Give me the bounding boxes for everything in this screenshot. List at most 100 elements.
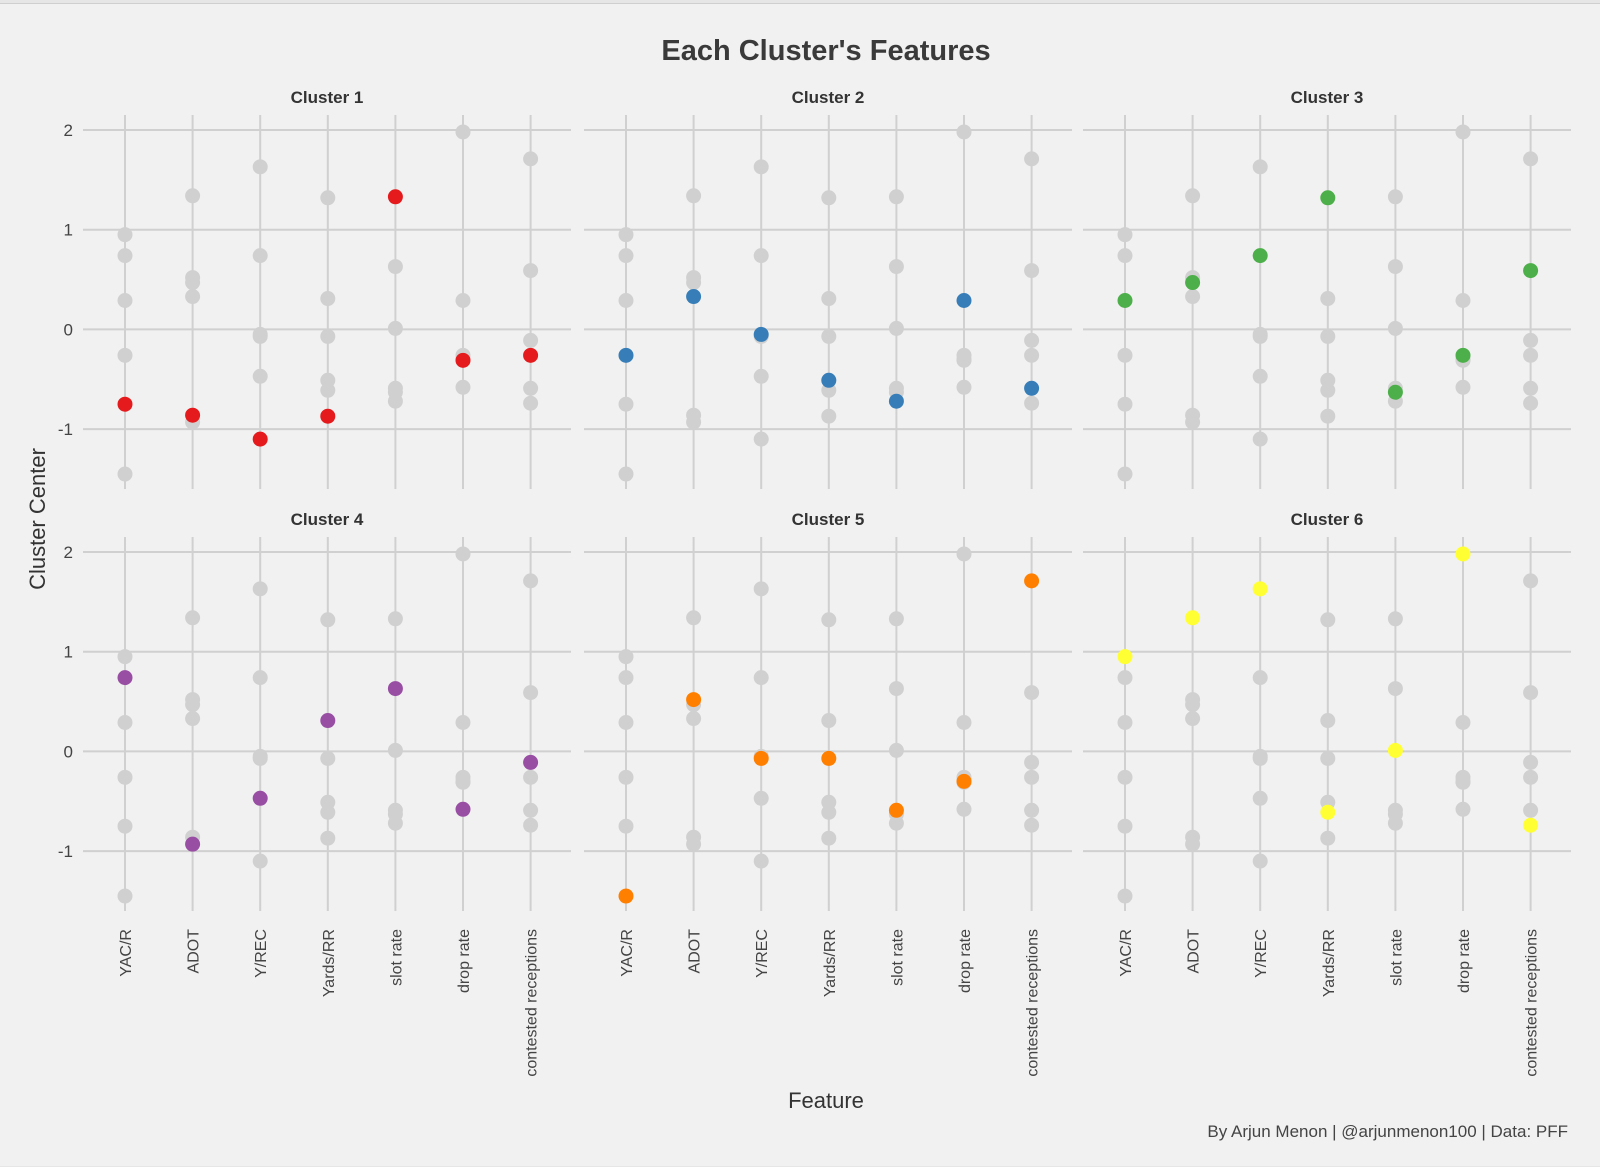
y-tick-label: -1 <box>58 420 73 439</box>
background-point <box>1117 769 1133 785</box>
background-point <box>185 610 201 626</box>
background-point <box>523 802 539 818</box>
background-point <box>1387 189 1403 205</box>
background-point <box>1252 431 1268 447</box>
cluster-point <box>956 293 972 309</box>
background-point <box>523 573 539 589</box>
background-point <box>320 382 336 398</box>
background-point <box>1455 293 1471 309</box>
cluster-point <box>523 754 539 770</box>
facet-panels: Cluster 1 2 1 0 -1 Cluster 2 Cluster 3 Cluster … <box>58 88 1571 1077</box>
y-tick-label: 2 <box>64 543 73 562</box>
y-axis-title: Cluster Center <box>25 448 50 590</box>
background-point <box>1320 382 1336 398</box>
background-point <box>1387 259 1403 275</box>
x-tick-label: contested receptions <box>1524 929 1541 1077</box>
background-point <box>686 836 702 852</box>
y-tick-label: -1 <box>58 842 73 861</box>
background-point <box>618 715 634 731</box>
background-point <box>1523 332 1539 348</box>
background-point <box>618 227 634 243</box>
cluster-point <box>1252 248 1268 264</box>
facet-panel: Cluster 5 YAC/R ADOT Y/REC Yards/RR slot rate… <box>584 510 1072 1077</box>
cluster-point <box>117 396 133 412</box>
background-point <box>1117 888 1133 904</box>
background-point <box>1252 670 1268 686</box>
background-point <box>252 328 268 344</box>
background-point <box>1455 715 1471 731</box>
background-point <box>1252 328 1268 344</box>
background-point <box>1024 769 1040 785</box>
background-point <box>117 347 133 363</box>
background-point <box>523 685 539 701</box>
background-point <box>888 189 904 205</box>
background-point <box>753 790 769 806</box>
background-point <box>320 804 336 820</box>
background-point <box>821 328 837 344</box>
facet-panel: Cluster 1 2 1 0 -1 <box>58 88 571 489</box>
background-point <box>117 769 133 785</box>
cluster-point <box>618 888 634 904</box>
background-point <box>1252 790 1268 806</box>
y-tick-label: 1 <box>64 221 73 240</box>
background-point <box>888 742 904 758</box>
background-point <box>618 818 634 834</box>
cluster-point <box>320 408 336 424</box>
cluster-point <box>1320 190 1336 206</box>
x-tick-label: contested receptions <box>524 929 541 1077</box>
background-point <box>1252 853 1268 869</box>
background-point <box>1523 769 1539 785</box>
background-point <box>320 328 336 344</box>
background-point <box>888 259 904 275</box>
background-point <box>618 396 634 412</box>
background-point <box>523 263 539 279</box>
background-point <box>1320 291 1336 307</box>
background-point <box>1320 328 1336 344</box>
background-point <box>387 742 403 758</box>
x-tick-label: Y/REC <box>754 929 771 978</box>
facet-panel: Cluster 3 <box>1083 88 1571 489</box>
background-point <box>252 581 268 597</box>
background-point <box>185 289 201 305</box>
background-point <box>387 259 403 275</box>
background-point <box>956 801 972 817</box>
background-point <box>1523 685 1539 701</box>
background-point <box>1252 368 1268 384</box>
background-point <box>252 368 268 384</box>
facet-strip-label: Cluster 4 <box>291 510 364 529</box>
background-point <box>888 320 904 336</box>
background-point <box>1117 227 1133 243</box>
facet-strip-label: Cluster 3 <box>1291 88 1364 107</box>
background-point <box>185 711 201 727</box>
cluster-point <box>753 750 769 766</box>
x-tick-label: Yards/RR <box>822 929 839 997</box>
background-point <box>888 611 904 627</box>
y-tick-label: 2 <box>64 121 73 140</box>
x-tick-label: drop rate <box>456 929 473 993</box>
cluster-point <box>1455 347 1471 363</box>
y-tick-label: 1 <box>64 643 73 662</box>
x-tick-label: ADOT <box>1186 929 1203 974</box>
background-point <box>821 804 837 820</box>
background-point <box>1320 408 1336 424</box>
background-point <box>523 380 539 396</box>
background-point <box>821 190 837 206</box>
x-tick-label: Y/REC <box>253 929 270 978</box>
background-point <box>1024 347 1040 363</box>
background-point <box>1455 379 1471 395</box>
facet-strip-label: Cluster 2 <box>792 88 865 107</box>
background-point <box>252 750 268 766</box>
background-point <box>686 188 702 204</box>
background-point <box>1387 611 1403 627</box>
cluster-point <box>618 347 634 363</box>
background-point <box>1117 248 1133 264</box>
background-point <box>455 379 471 395</box>
background-point <box>320 291 336 307</box>
background-point <box>1320 713 1336 729</box>
background-point <box>1117 396 1133 412</box>
background-point <box>956 546 972 562</box>
x-tick-label: drop rate <box>1456 929 1473 993</box>
cluster-point <box>117 670 133 686</box>
background-point <box>1252 750 1268 766</box>
background-point <box>1185 188 1201 204</box>
